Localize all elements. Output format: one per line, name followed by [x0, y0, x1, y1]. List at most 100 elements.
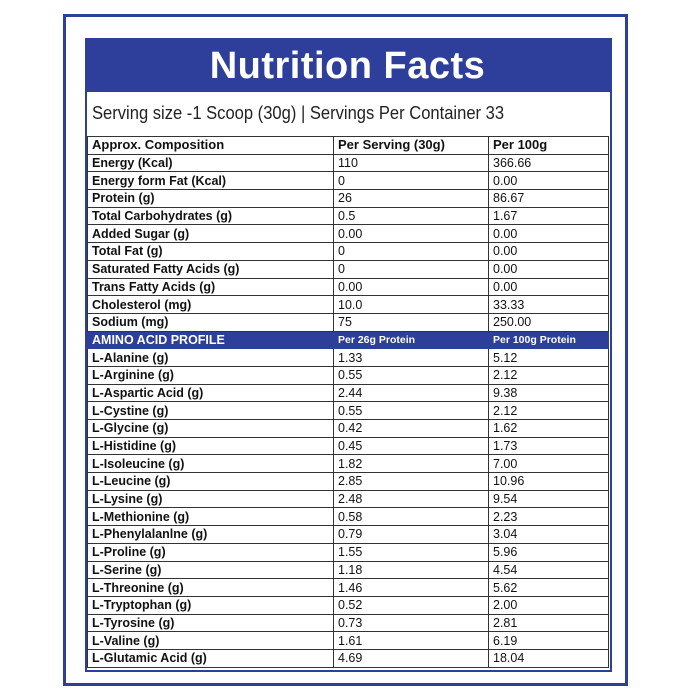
- nutrient-row: Trans Fatty Acids (g) 0.00 0.00: [87, 277, 609, 297]
- cell: L-Threonine (g): [87, 578, 334, 597]
- cell: L-Glycine (g): [87, 419, 334, 438]
- nutrient-row: Total Carbohydrates (g) 0.5 1.67: [87, 206, 609, 226]
- nutrition-table: Approx. Composition Per Serving (30g) Per …: [87, 136, 609, 668]
- cell: 33.33: [488, 295, 609, 314]
- nutrient-row: Protein (g) 26 86.67: [87, 189, 609, 208]
- cell: 1.61: [333, 631, 489, 650]
- serving-info: Serving size -1 Scoop (30g) | Servings P…: [92, 103, 505, 123]
- cell: 0.00: [488, 277, 609, 297]
- amino-row: L-Glycine (g) 0.42 1.62: [87, 419, 609, 438]
- nutrient-row: Added Sugar (g) 0.00 0.00: [87, 224, 609, 244]
- cell: 0.79: [333, 525, 489, 544]
- cell: 2.12: [488, 365, 609, 385]
- cell: AMINO ACID PROFILE: [87, 330, 334, 350]
- cell: L-Tryptophan (g): [87, 595, 334, 615]
- cell: 4.54: [488, 560, 609, 580]
- amino-row: L-Alanine (g) 1.33 5.12: [87, 348, 609, 367]
- cell: 110: [333, 153, 489, 173]
- cell: 0.73: [333, 613, 489, 633]
- cell: 2.44: [333, 383, 489, 403]
- cell: L-Tyrosine (g): [87, 613, 334, 633]
- nutrient-row: Sodium (mg) 75 250.00: [87, 312, 609, 332]
- cell: 26: [333, 189, 489, 208]
- cell: 2.81: [488, 613, 609, 633]
- amino-row: L-Isoleucine (g) 1.82 7.00: [87, 454, 609, 474]
- nutrient-row: Energy (Kcal) 110 366.66: [87, 153, 609, 173]
- cell: 6.19: [488, 631, 609, 650]
- amino-row: L-Valine (g) 1.61 6.19: [87, 631, 609, 650]
- cell: 75: [333, 312, 489, 332]
- cell: Cholesterol (mg): [87, 295, 334, 314]
- cell: 9.38: [488, 383, 609, 403]
- cell: 0.5: [333, 206, 489, 226]
- cell: 250.00: [488, 312, 609, 332]
- cell: L-Isoleucine (g): [87, 454, 334, 474]
- cell: L-Arginine (g): [87, 365, 334, 385]
- cell: 10.96: [488, 472, 609, 491]
- cell: 7.00: [488, 454, 609, 474]
- cell: Added Sugar (g): [87, 224, 334, 244]
- header-row: Approx. Composition Per Serving (30g) Per …: [87, 136, 609, 155]
- cell: 0.55: [333, 365, 489, 385]
- amino-row: L-Glutamic Acid (g) 4.69 18.04: [87, 648, 609, 668]
- cell: Trans Fatty Acids (g): [87, 277, 334, 297]
- cell: 0.00: [488, 224, 609, 244]
- table-body: Approx. Composition Per Serving (30g) Per …: [87, 136, 609, 668]
- cell: Sodium (mg): [87, 312, 334, 332]
- cell: 5.96: [488, 542, 609, 562]
- cell: 1.67: [488, 206, 609, 226]
- cell: 10.0: [333, 295, 489, 314]
- cell: L-Proline (g): [87, 542, 334, 562]
- cell: Protein (g): [87, 189, 334, 208]
- cell: Total Carbohydrates (g): [87, 206, 334, 226]
- cell: L-Histidine (g): [87, 436, 334, 456]
- amino-row: L-Aspartic Acid (g) 2.44 9.38: [87, 383, 609, 403]
- inner-border: [85, 38, 612, 672]
- cell: 2.23: [488, 507, 609, 527]
- cell: 0.00: [333, 224, 489, 244]
- cell: 2.85: [333, 472, 489, 491]
- cell: 0.00: [488, 171, 609, 191]
- cell: L-Cystine (g): [87, 401, 334, 420]
- title: Nutrition Facts: [85, 38, 610, 92]
- amino-row: L-Cystine (g) 0.55 2.12: [87, 401, 609, 420]
- cell: 9.54: [488, 489, 609, 509]
- cell: Energy form Fat (Kcal): [87, 171, 334, 191]
- cell: 0.00: [333, 277, 489, 297]
- amino-row: L-Histidine (g) 0.45 1.73: [87, 436, 609, 456]
- cell: 1.33: [333, 348, 489, 367]
- nutrient-row: Energy form Fat (Kcal) 0 0.00: [87, 171, 609, 191]
- cell: 2.48: [333, 489, 489, 509]
- cell: Per 100g Protein: [488, 330, 609, 350]
- amino-row: L-Proline (g) 1.55 5.96: [87, 542, 609, 562]
- cell: L-Aspartic Acid (g): [87, 383, 334, 403]
- nutrient-row: Cholesterol (mg) 10.0 33.33: [87, 295, 609, 314]
- amino-row: L-Arginine (g) 0.55 2.12: [87, 365, 609, 385]
- cell: 0.00: [488, 242, 609, 261]
- cell: 0: [333, 259, 489, 279]
- cell: 1.46: [333, 578, 489, 597]
- cell: L-Alanine (g): [87, 348, 334, 367]
- cell: Per Serving (30g): [333, 136, 489, 155]
- cell: L-Glutamic Acid (g): [87, 648, 334, 668]
- cell: 366.66: [488, 153, 609, 173]
- amino-row: L-Tryptophan (g) 0.52 2.00: [87, 595, 609, 615]
- cell: 1.18: [333, 560, 489, 580]
- cell: 1.62: [488, 419, 609, 438]
- cell: 4.69: [333, 648, 489, 668]
- amino-row: L-Phenylalanlne (g) 0.79 3.04: [87, 525, 609, 544]
- cell: Per 26g Protein: [333, 330, 489, 350]
- outer-border: [63, 14, 628, 686]
- cell: 0: [333, 171, 489, 191]
- amino-row: L-Threonine (g) 1.46 5.62: [87, 578, 609, 597]
- cell: L-Phenylalanlne (g): [87, 525, 334, 544]
- amino-row: L-Tyrosine (g) 0.73 2.81: [87, 613, 609, 633]
- cell: L-Methionine (g): [87, 507, 334, 527]
- cell: L-Serine (g): [87, 560, 334, 580]
- cell: 0.52: [333, 595, 489, 615]
- cell: 1.82: [333, 454, 489, 474]
- cell: Approx. Composition: [87, 136, 334, 155]
- cell: 5.12: [488, 348, 609, 367]
- nutrient-row: Total Fat (g) 0 0.00: [87, 242, 609, 261]
